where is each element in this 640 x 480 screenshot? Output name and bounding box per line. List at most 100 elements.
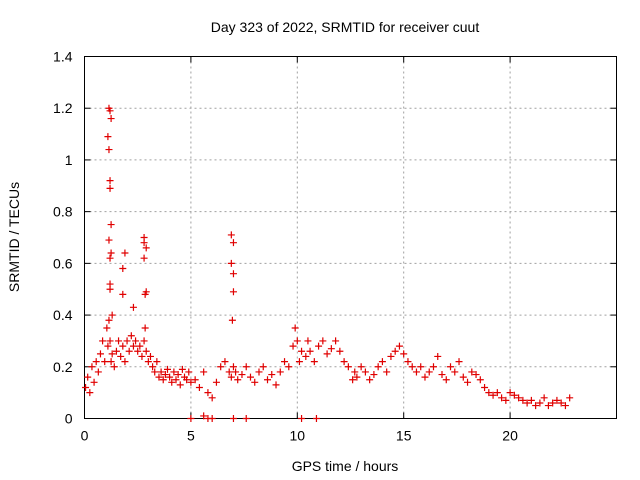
data-point: [472, 371, 480, 379]
data-point: [161, 371, 169, 379]
data-point: [187, 378, 195, 386]
data-point: [455, 358, 463, 366]
y-tick-label: 0.4: [53, 307, 73, 323]
data-point: [351, 368, 359, 376]
data-point: [285, 363, 293, 371]
x-tick-labels: 0 5 10 15 20: [81, 428, 518, 444]
data-point: [106, 184, 114, 192]
data-point: [232, 368, 240, 376]
data-point: [119, 290, 127, 298]
data-point: [166, 373, 174, 381]
data-point: [336, 347, 344, 355]
data-point: [370, 371, 378, 379]
data-point: [310, 358, 318, 366]
data-point: [476, 376, 484, 384]
data-point: [134, 347, 142, 355]
data-point: [304, 337, 312, 345]
data-point: [293, 337, 301, 345]
data-point: [107, 249, 115, 257]
data-point: [170, 368, 178, 376]
data-point: [228, 316, 236, 324]
data-point: [115, 337, 123, 345]
data-point: [519, 396, 527, 404]
data-point: [387, 352, 395, 360]
data-point: [412, 368, 420, 376]
data-points: [82, 104, 574, 422]
data-point: [121, 358, 129, 366]
data-point: [229, 239, 237, 247]
data-point: [510, 391, 518, 399]
data-point: [229, 288, 237, 296]
data-point: [540, 394, 548, 402]
data-point: [451, 368, 459, 376]
data-point: [442, 376, 450, 384]
data-point: [498, 394, 506, 402]
data-point: [105, 316, 113, 324]
x-tick-label: 0: [81, 428, 89, 444]
data-point: [146, 352, 154, 360]
data-point: [553, 396, 561, 404]
data-point: [129, 342, 137, 350]
data-point: [319, 337, 327, 345]
data-point: [383, 368, 391, 376]
data-point: [227, 231, 235, 239]
y-tick-label: 1.4: [53, 49, 73, 65]
data-point: [447, 363, 455, 371]
data-point: [225, 368, 233, 376]
data-point: [421, 373, 429, 381]
data-point: [272, 381, 280, 389]
data-point: [221, 358, 229, 366]
data-point: [242, 415, 250, 422]
data-point: [200, 368, 208, 376]
data-point: [255, 368, 263, 376]
data-point: [195, 383, 203, 391]
data-point: [132, 337, 140, 345]
data-point: [121, 249, 129, 257]
data-point: [138, 352, 146, 360]
data-point: [142, 244, 150, 252]
data-point: [527, 396, 535, 404]
data-point: [141, 290, 149, 298]
data-point: [515, 394, 523, 402]
data-point: [227, 373, 235, 381]
data-point: [96, 350, 104, 358]
data-point: [127, 332, 135, 340]
data-point: [117, 352, 125, 360]
data-point: [157, 368, 165, 376]
data-point: [549, 399, 557, 407]
data-point: [140, 239, 148, 247]
axis-ticks: [84, 56, 617, 419]
data-point: [302, 352, 310, 360]
data-point: [246, 373, 254, 381]
x-axis-label: GPS time / hours: [292, 458, 399, 474]
data-point: [464, 378, 472, 386]
data-point: [353, 373, 361, 381]
data-point: [204, 389, 212, 397]
data-point: [229, 270, 237, 278]
data-point: [276, 368, 284, 376]
data-point: [104, 133, 112, 141]
data-point: [140, 337, 148, 345]
data-point: [340, 358, 348, 366]
data-point: [176, 381, 184, 389]
data-point: [506, 389, 514, 397]
data-point: [123, 337, 131, 345]
data-point: [208, 415, 216, 422]
data-point: [434, 352, 442, 360]
data-point: [178, 365, 186, 373]
data-point: [94, 368, 102, 376]
data-point: [391, 347, 399, 355]
data-point: [99, 337, 107, 345]
data-point: [349, 376, 357, 384]
data-point: [295, 358, 303, 366]
data-point: [108, 350, 116, 358]
data-point: [103, 324, 111, 332]
data-point: [485, 389, 493, 397]
data-point: [144, 358, 152, 366]
data-point: [361, 368, 369, 376]
data-point: [400, 350, 408, 358]
data-point: [140, 254, 148, 262]
y-tick-label: 1.2: [53, 100, 73, 116]
data-point: [468, 368, 476, 376]
